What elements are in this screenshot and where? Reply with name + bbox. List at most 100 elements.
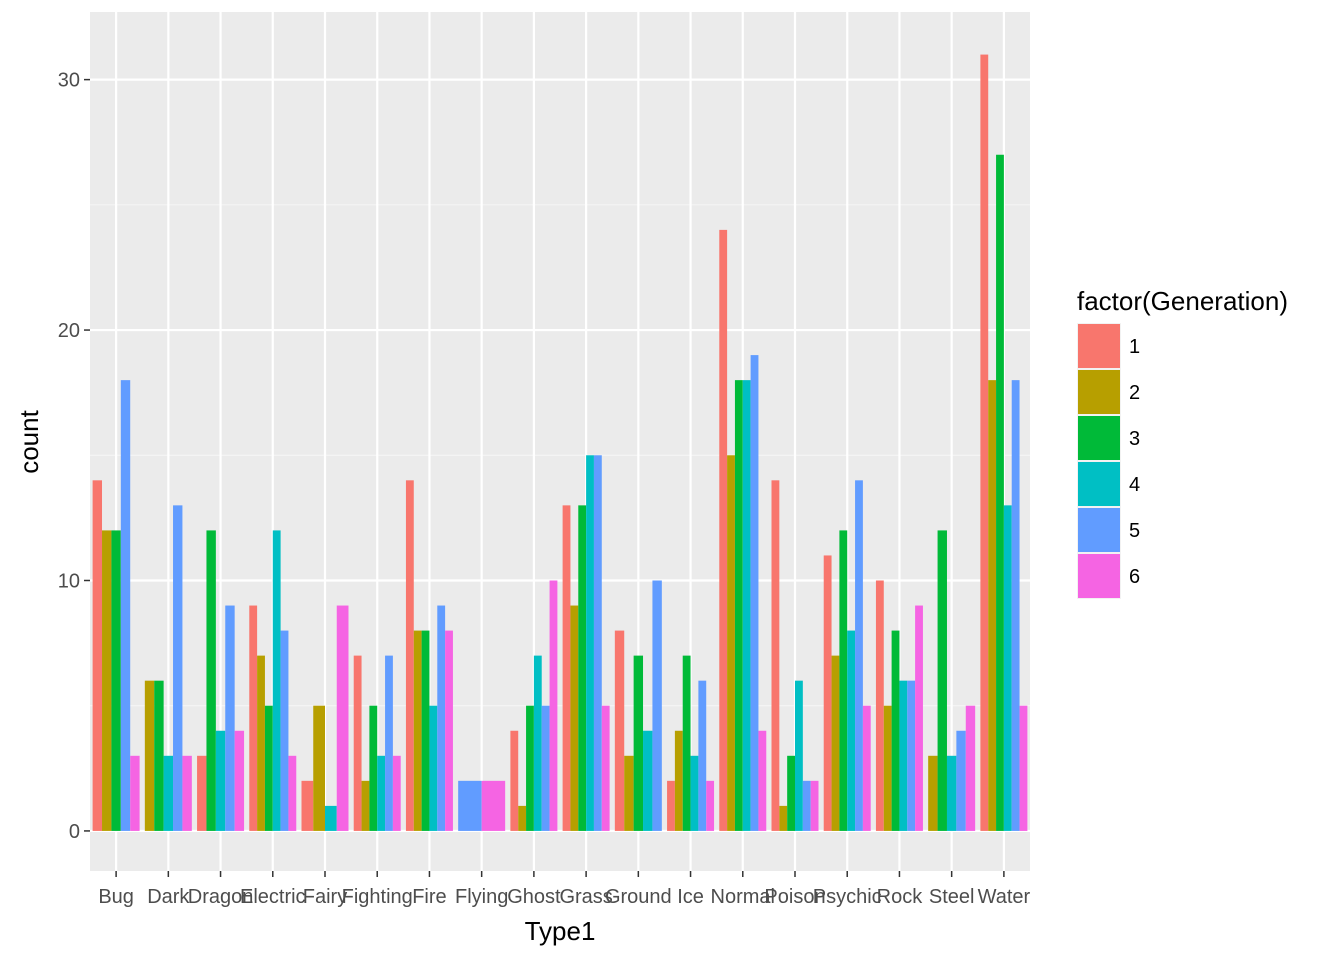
bar-fighting-gen4: [377, 755, 386, 831]
x-tick-label-fire: Fire: [412, 886, 446, 908]
bar-grass-gen4: [586, 455, 594, 831]
bar-dark-gen4: [163, 755, 174, 831]
bar-bug-gen2: [102, 530, 112, 831]
y-tick-label: 30: [58, 70, 80, 92]
legend-title: factor(Generation): [1077, 286, 1288, 316]
legend-label-gen4: 4: [1129, 474, 1140, 496]
y-axis: 0 10 20 30: [58, 70, 90, 843]
legend-swatch-gen5: [1078, 508, 1120, 552]
bar-dragon-gen3: [206, 530, 216, 831]
x-tick-label-poison: Poison: [764, 886, 825, 908]
bar-fighting-gen2: [361, 780, 370, 831]
bar-ghost-gen6: [549, 580, 558, 831]
bar-fire-gen4: [429, 705, 438, 831]
bar-water-gen4: [1003, 505, 1012, 831]
bar-flying-gen5: [458, 780, 482, 831]
bar-ghost-gen3: [526, 705, 534, 831]
bar-bug-gen3: [111, 530, 121, 831]
grid-lines: [90, 12, 1030, 871]
bar-ice-gen5: [698, 680, 707, 831]
bar-fairy-gen2: [313, 705, 325, 831]
x-tick-label-dragon: Dragon: [188, 886, 254, 908]
bar-steel-gen4: [946, 755, 957, 831]
x-tick-label-water: Water: [978, 886, 1031, 908]
bar-steel-gen5: [956, 730, 966, 831]
bar-ice-gen1: [667, 780, 675, 831]
x-tick-label-ice: Ice: [677, 886, 704, 908]
bar-fairy-gen1: [301, 780, 314, 831]
bar-water-gen3: [996, 154, 1004, 831]
bar-fighting-gen1: [353, 655, 362, 831]
legend-label-gen3: 3: [1129, 428, 1140, 450]
bar-poison-gen1: [771, 480, 780, 831]
y-tick-label: 0: [69, 821, 80, 843]
bar-rock-gen4: [899, 680, 908, 831]
bars: [92, 54, 1028, 831]
bar-steel-gen6: [965, 705, 976, 831]
bar-flying-gen6: [481, 780, 506, 831]
bar-electric-gen2: [257, 655, 265, 831]
bar-dragon-gen1: [197, 755, 207, 831]
x-axis-title: Type1: [525, 916, 596, 946]
legend: factor(Generation) 1 2 3 4 5 6: [1077, 286, 1288, 599]
legend-swatch-gen1: [1078, 324, 1120, 368]
bar-grass-gen5: [593, 455, 602, 831]
y-tick-label: 10: [58, 570, 80, 592]
bar-grass-gen1: [562, 505, 571, 831]
bar-water-gen2: [988, 380, 997, 831]
bar-rock-gen1: [875, 580, 884, 831]
x-tick-label-electric: Electric: [240, 886, 306, 908]
bar-ice-gen3: [682, 655, 691, 831]
bar-poison-gen6: [810, 780, 819, 831]
bar-dragon-gen5: [225, 605, 235, 831]
bar-ghost-gen5: [541, 705, 550, 831]
bar-grass-gen3: [578, 505, 587, 831]
bar-psychic-gen1: [823, 555, 832, 831]
bar-electric-gen5: [280, 630, 289, 831]
bar-fire-gen5: [437, 605, 446, 831]
bar-normal-gen5: [750, 355, 759, 831]
bar-normal-gen3: [734, 380, 743, 831]
bar-normal-gen2: [727, 455, 735, 831]
bar-fire-gen1: [405, 480, 414, 831]
bar-poison-gen3: [787, 755, 795, 831]
legend-swatch-gen4: [1078, 462, 1120, 506]
x-tick-label-rock: Rock: [877, 886, 924, 908]
y-axis-title: count: [14, 409, 44, 473]
bar-fire-gen3: [421, 630, 430, 831]
bar-bug-gen1: [92, 480, 103, 831]
bar-fairy-gen6: [336, 605, 349, 831]
bar-ground-gen3: [633, 655, 644, 831]
bar-bug-gen5: [120, 380, 131, 831]
bar-ice-gen6: [706, 780, 715, 831]
bar-electric-gen6: [288, 755, 297, 831]
bar-ground-gen4: [643, 730, 653, 831]
bar-bug-gen6: [130, 755, 140, 831]
legend-label-gen1: 1: [1129, 336, 1140, 358]
bar-electric-gen3: [264, 705, 273, 831]
bar-ground-gen5: [652, 580, 662, 831]
bar-dark-gen2: [144, 680, 155, 831]
bar-water-gen1: [980, 54, 989, 831]
bar-ground-gen2: [624, 755, 634, 831]
legend-label-gen5: 5: [1129, 520, 1140, 542]
bar-ghost-gen2: [518, 805, 527, 831]
bar-normal-gen4: [742, 380, 751, 831]
bar-poison-gen2: [779, 805, 788, 831]
bar-electric-gen4: [272, 530, 281, 831]
legend-swatch-gen6: [1078, 554, 1120, 598]
x-tick-label-psychic: Psychic: [813, 886, 882, 908]
bar-fire-gen2: [413, 630, 422, 831]
bar-rock-gen2: [883, 705, 892, 831]
x-tick-label-fighting: Fighting: [342, 886, 413, 908]
bar-ice-gen2: [674, 730, 683, 831]
bar-dragon-gen4: [215, 730, 226, 831]
bar-rock-gen5: [907, 680, 916, 831]
bar-psychic-gen4: [847, 630, 856, 831]
bar-steel-gen2: [928, 755, 938, 831]
bar-psychic-gen6: [862, 705, 871, 831]
x-tick-label-fairy: Fairy: [303, 886, 347, 908]
bar-electric-gen1: [249, 605, 258, 831]
